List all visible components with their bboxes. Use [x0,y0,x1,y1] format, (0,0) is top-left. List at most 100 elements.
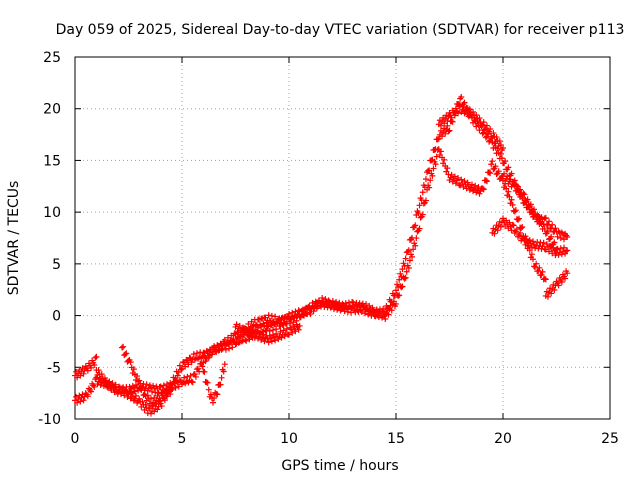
data-point [99,376,106,383]
data-point [192,373,199,380]
data-point [542,214,549,221]
data-point [393,287,399,294]
data-point [188,359,195,366]
data-point [77,372,84,379]
x-tick-label: 20 [494,431,512,447]
data-point [552,247,559,254]
data-point [506,219,513,226]
data-point [286,311,292,318]
data-point [245,320,252,327]
data-point [475,184,482,191]
data-point [207,391,214,398]
data-point [185,361,192,368]
data-point [448,114,455,121]
data-point [493,134,500,141]
data-point [433,153,440,160]
data-point [416,225,423,232]
data-point [265,339,272,346]
data-point [160,382,167,389]
data-point [357,307,364,314]
data-point [455,175,462,182]
data-point [405,265,412,272]
data-point [184,373,191,380]
data-point [462,107,469,114]
data-point [396,292,403,299]
data-point [157,397,164,404]
plot-frame [74,56,611,420]
data-point [510,222,517,229]
series-track-d [489,215,571,259]
data-point [259,334,266,341]
data-point [103,377,110,384]
data-point [229,344,236,351]
data-point [281,333,288,340]
data-point [478,123,485,130]
data-point [536,264,543,271]
data-point [451,112,458,119]
data-point [563,248,570,255]
data-point [175,383,182,390]
data-point [160,395,167,402]
data-point [489,158,496,165]
data-point [412,242,419,249]
y-tick-label: 0 [52,309,61,325]
data-point [452,180,459,187]
data-point [497,151,504,158]
data-point [122,351,129,358]
data-point [517,229,524,236]
data-point [152,400,159,407]
data-point [432,161,439,168]
data-point [251,334,258,341]
data-point [109,381,116,388]
data-point [543,241,550,248]
data-point [236,322,243,329]
data-point [214,391,221,398]
data-point [398,284,405,291]
data-point [394,281,401,288]
data-point [380,308,387,315]
data-point [272,313,279,320]
data-point [233,321,240,328]
data-point [112,383,119,390]
data-point [537,216,544,223]
data-point [232,323,239,330]
y-axis-label: SDTVAR / TECUs [6,181,22,296]
data-point [505,188,512,195]
data-point [130,366,137,373]
data-point [186,354,193,361]
data-point [231,330,238,337]
data-point [176,362,183,369]
data-point [136,377,143,384]
data-point [459,106,466,113]
data-point [142,401,149,408]
x-tick-label: 10 [280,431,298,447]
data-point [427,177,434,184]
data-point [286,331,292,338]
data-point [280,319,287,326]
data-point [535,267,542,274]
data-point [496,138,503,145]
data-point [492,163,499,170]
data-point [93,374,100,381]
data-point [155,390,162,397]
data-point [292,328,299,335]
data-point [193,350,200,357]
data-point [564,247,571,254]
data-point [560,244,567,251]
data-point [217,381,224,388]
data-point [77,398,84,405]
data-point [188,378,195,385]
data-point [249,327,256,334]
data-point [540,239,547,246]
series-track-e [500,170,560,254]
data-point [483,122,490,129]
data-point [498,155,505,162]
data-point [136,395,143,402]
data-point [236,333,243,340]
data-point [509,201,516,208]
data-point [138,385,145,392]
data-point [218,374,225,381]
data-point [419,189,426,196]
data-point [482,134,489,141]
data-point [483,178,490,185]
